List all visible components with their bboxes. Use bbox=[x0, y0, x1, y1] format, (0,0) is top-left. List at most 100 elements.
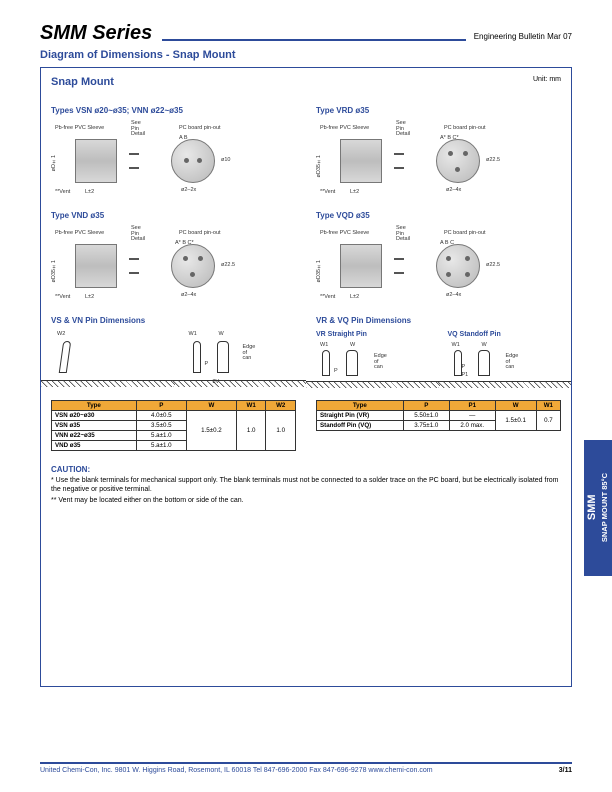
label-p: P bbox=[334, 368, 338, 374]
label-4x: ø2–4x bbox=[446, 292, 461, 298]
header-rule bbox=[162, 39, 465, 41]
footer: United Chemi-Con, Inc. 9801 W. Higgins R… bbox=[40, 762, 572, 774]
td: VSN ø35 bbox=[52, 421, 137, 431]
label-len: L±2 bbox=[85, 189, 94, 195]
label-dia: øD±1 bbox=[51, 155, 57, 171]
td: 3.5±0.5 bbox=[136, 421, 186, 431]
td: 5.a±1.0 bbox=[136, 431, 186, 441]
td-merged-w2: 1.0 bbox=[266, 411, 296, 451]
label-w1: W1 bbox=[320, 342, 328, 348]
th-w: W bbox=[495, 401, 536, 411]
cell-title: Type VRD ø35 bbox=[316, 106, 561, 115]
cell-title: VR & VQ Pin Dimensions bbox=[316, 316, 561, 325]
td: Straight Pin (VR) bbox=[317, 411, 404, 421]
table-left-wrap: Type P W W1 W2 VSN ø20~ø30 4.0±0.5 1.5±0… bbox=[51, 400, 296, 451]
caution-title: CAUTION: bbox=[51, 465, 561, 474]
th-w1: W1 bbox=[236, 401, 266, 411]
th-w1: W1 bbox=[536, 401, 560, 411]
pin-diagram: W1 W Edge of can P bbox=[316, 342, 430, 388]
th-w2: W2 bbox=[266, 401, 296, 411]
sidetab-l2: SNAP MOUNT 85°C bbox=[599, 473, 608, 542]
label-dia35: øD35±1 bbox=[51, 260, 57, 283]
label-dia35: øD35±1 bbox=[316, 155, 322, 178]
td: 5.50±1.0 bbox=[403, 411, 449, 421]
label-pcb: PC board pin-out bbox=[179, 125, 221, 131]
label-vent: **Vent bbox=[320, 294, 335, 300]
td-merged-w1: 1.0 bbox=[236, 411, 266, 451]
subcell-title: VQ Standoff Pin bbox=[448, 331, 562, 338]
caution-line1: * Use the blank terminals for mechanical… bbox=[51, 476, 561, 494]
box-title: Snap Mount bbox=[51, 76, 561, 88]
caution-line2: ** Vent may be located either on the bot… bbox=[51, 496, 561, 505]
cell-vrvq-dim: VR & VQ Pin Dimensions VR Straight Pin W… bbox=[316, 316, 561, 388]
td: VNN ø22~ø35 bbox=[52, 431, 137, 441]
cell-vsn: Types VSN ø20~ø35; VNN ø22~ø35 Pb-free P… bbox=[51, 106, 296, 199]
th-type: Type bbox=[317, 401, 404, 411]
th-p: P bbox=[136, 401, 186, 411]
capacitor-side-icon bbox=[340, 139, 394, 187]
label-seepin: See Pin Detail bbox=[396, 226, 410, 243]
td: VSN ø20~ø30 bbox=[52, 411, 137, 421]
th-type: Type bbox=[52, 401, 137, 411]
cell-title: VS & VN Pin Dimensions bbox=[51, 316, 296, 325]
label-p: P bbox=[462, 364, 466, 370]
cell-vnd: Type VND ø35 Pb-free PVC Sleeve See Pin … bbox=[51, 211, 296, 304]
cell-vqd: Type VQD ø35 Pb-free PVC Sleeve See Pin … bbox=[316, 211, 561, 304]
cell-vrd: Type VRD ø35 Pb-free PVC Sleeve See Pin … bbox=[316, 106, 561, 199]
label-w: W bbox=[482, 342, 487, 348]
label-vent: **Vent bbox=[55, 294, 70, 300]
pin-diagram: W1 W Edge of can P 3V bbox=[183, 331, 297, 387]
label-pbfree: Pb-free PVC Sleeve bbox=[55, 230, 104, 236]
label-vent: **Vent bbox=[320, 189, 335, 195]
bulletin-text: Engineering Bulletin Mar 07 bbox=[474, 32, 572, 41]
td-merged-w: 1.5±0.2 bbox=[186, 411, 236, 451]
capacitor-top-icon bbox=[171, 139, 221, 189]
table-vsvn: Type P W W1 W2 VSN ø20~ø30 4.0±0.5 1.5±0… bbox=[51, 400, 296, 451]
td-merged-w1: 0.7 bbox=[536, 411, 560, 431]
label-4x: ø2–4x bbox=[446, 187, 461, 193]
capacitor-top-icon bbox=[436, 139, 486, 189]
content-box: Snap Mount Unit: mm Types VSN ø20~ø35; V… bbox=[40, 67, 572, 687]
th-p: P bbox=[403, 401, 449, 411]
label-ab: A B bbox=[179, 135, 188, 141]
label-abc-star: A* B C* bbox=[175, 240, 194, 246]
label-abc-star: A* B C* bbox=[440, 135, 459, 141]
label-seepin: See Pin Detail bbox=[131, 226, 145, 243]
label-edge: Edge of can bbox=[243, 345, 256, 362]
capacitor-top-icon bbox=[436, 244, 486, 294]
pin-diagram: W2 bbox=[51, 331, 165, 387]
label-edge: Edge of can bbox=[374, 354, 387, 371]
label-w: W bbox=[219, 331, 224, 337]
td: 2.0 max. bbox=[449, 421, 495, 431]
label-len: L±2 bbox=[350, 294, 359, 300]
label-seepin: See Pin Detail bbox=[131, 121, 145, 138]
table-vrvq: Type P P1 W W1 Straight Pin (VR) 5.50±1.… bbox=[316, 400, 561, 431]
series-title: SMM Series bbox=[40, 22, 152, 45]
td: — bbox=[449, 411, 495, 421]
table-right-wrap: Type P P1 W W1 Straight Pin (VR) 5.50±1.… bbox=[316, 400, 561, 451]
td: 3.75±1.0 bbox=[403, 421, 449, 431]
label-edge: Edge of can bbox=[506, 354, 519, 371]
label-pbfree: Pb-free PVC Sleeve bbox=[55, 125, 104, 131]
label-len: L±2 bbox=[85, 294, 94, 300]
label-vent: **Vent bbox=[55, 189, 70, 195]
label-pbfree: Pb-free PVC Sleeve bbox=[320, 230, 369, 236]
label-len: L±2 bbox=[350, 189, 359, 195]
td: Standoff Pin (VQ) bbox=[317, 421, 404, 431]
td-merged-w: 1.5±0.1 bbox=[495, 411, 536, 431]
footer-company: United Chemi-Con, Inc. 9801 W. Higgins R… bbox=[40, 767, 433, 774]
label-dia35: øD35±1 bbox=[316, 260, 322, 283]
sidetab-l1: SMM bbox=[586, 495, 598, 521]
label-pbfree: Pb-free PVC Sleeve bbox=[320, 125, 369, 131]
subcell-title: VR Straight Pin bbox=[316, 331, 430, 338]
cell-vsvn-dim: VS & VN Pin Dimensions W2 W1 W Edge of c… bbox=[51, 316, 296, 388]
label-p: P bbox=[205, 361, 209, 367]
cell-title: Types VSN ø20~ø35; VNN ø22~ø35 bbox=[51, 106, 296, 115]
th-w: W bbox=[186, 401, 236, 411]
label-p1: P1 bbox=[462, 372, 469, 378]
side-tab: SMM SNAP MOUNT 85°C bbox=[584, 440, 612, 576]
label-w1: W1 bbox=[189, 331, 197, 337]
label-w2: W2 bbox=[57, 331, 65, 337]
capacitor-top-icon bbox=[171, 244, 221, 294]
capacitor-side-icon bbox=[75, 139, 129, 187]
